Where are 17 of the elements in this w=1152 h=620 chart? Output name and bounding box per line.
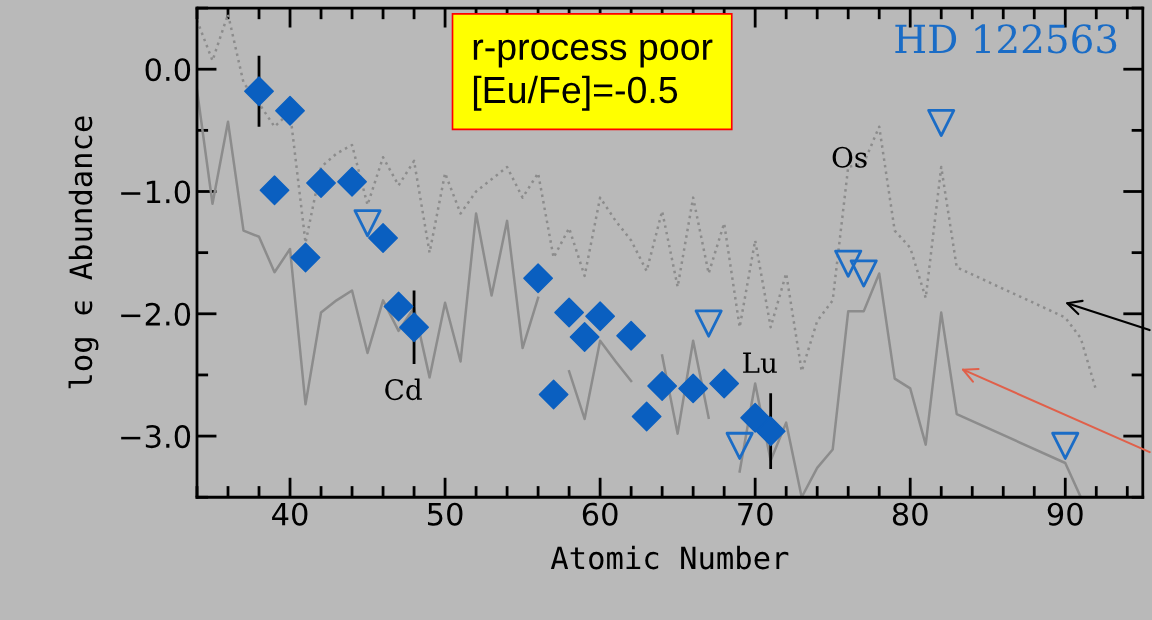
annotation: Lu	[743, 352, 777, 374]
y-tick-label: −3.0	[121, 425, 191, 449]
y-tick-label: −2.0	[121, 302, 191, 326]
x-tick-label: 80	[892, 502, 928, 526]
x-tick-label: 70	[738, 502, 773, 526]
x-tick-label: 40	[272, 502, 308, 526]
y-axis-title: log ϵ Abundance	[68, 116, 99, 389]
x-tick-label: 50	[427, 502, 463, 526]
annotation: r-process poor [Eu/Fe]=-0.5	[473, 39, 713, 111]
annotation: Os	[832, 146, 867, 168]
x-tick-label: 90	[1047, 502, 1083, 526]
annotation: Cd	[385, 378, 422, 401]
annotation: HD 122563	[895, 24, 1117, 54]
y-tick-label: −1.0	[121, 180, 191, 204]
x-tick-label: 60	[582, 502, 618, 526]
x-axis-title: Atomic Number	[550, 545, 789, 570]
y-tick-label: 0.0	[145, 58, 191, 82]
